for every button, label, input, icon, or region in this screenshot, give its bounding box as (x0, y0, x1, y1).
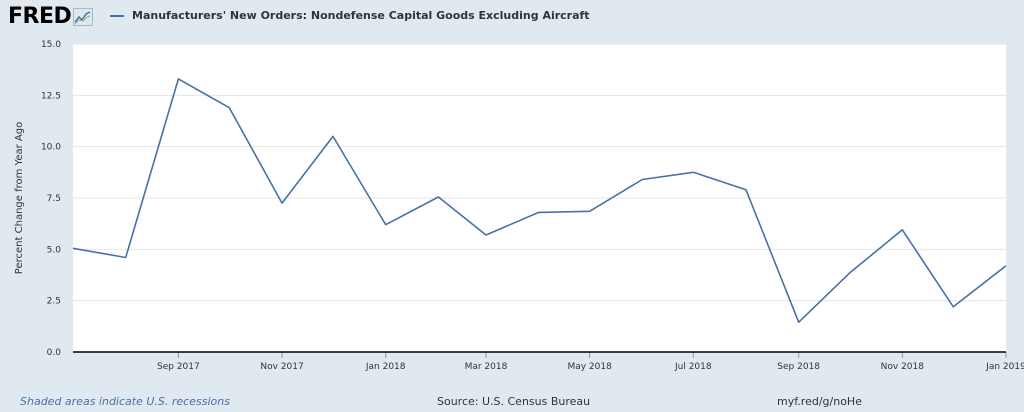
x-tick-label: Sep 2018 (777, 362, 820, 372)
y-tick-label: 5.0 (47, 245, 62, 255)
data-point[interactable] (794, 317, 804, 327)
data-point[interactable] (741, 185, 751, 195)
data-point[interactable] (277, 198, 287, 208)
chart-legend: Manufacturers' New Orders: Nondefense Ca… (110, 9, 590, 22)
data-point[interactable] (534, 207, 544, 217)
data-point[interactable] (173, 74, 183, 84)
recessions-note-link[interactable]: Shaded areas indicate U.S. recessions (20, 395, 230, 408)
short-url-link[interactable]: myf.red/g/noHe (777, 395, 862, 408)
x-tick-label: Sep 2017 (157, 362, 200, 372)
data-point[interactable] (1001, 261, 1011, 271)
data-point[interactable] (121, 253, 131, 263)
data-point[interactable] (637, 175, 647, 185)
data-point[interactable] (68, 243, 78, 253)
x-tick-label: May 2018 (567, 362, 612, 372)
data-point[interactable] (328, 131, 338, 141)
gridlines (73, 43, 1006, 302)
series-line[interactable] (72, 78, 1007, 324)
y-tick-label: 15.0 (41, 40, 61, 50)
data-point[interactable] (381, 220, 391, 230)
y-axis-ticks: 0.0 2.5 5.0 7.5 10.0 12.5 15.0 (41, 40, 61, 358)
data-point[interactable] (688, 167, 698, 177)
y-tick-label: 7.5 (47, 194, 61, 204)
legend-label: Manufacturers' New Orders: Nondefense Ca… (132, 9, 590, 22)
y-tick-label: 12.5 (41, 91, 61, 101)
x-tick-label: Nov 2017 (260, 362, 303, 372)
data-point[interactable] (585, 206, 595, 216)
data-point[interactable] (224, 103, 234, 113)
data-point[interactable] (897, 225, 907, 235)
y-tick-label: 2.5 (47, 297, 61, 307)
data-point[interactable] (433, 192, 443, 202)
legend-swatch (110, 14, 124, 17)
x-tick-label: Nov 2018 (881, 362, 925, 372)
x-tick-label: Mar 2018 (465, 362, 508, 372)
x-tick-label: Jul 2018 (674, 362, 712, 372)
fred-logo-text: FRED (8, 4, 72, 29)
series-layer (68, 74, 1011, 327)
mini-line-graph-icon (73, 8, 94, 26)
source-note: Source: U.S. Census Bureau (437, 395, 591, 408)
data-point[interactable] (948, 302, 958, 312)
y-tick-label: 10.0 (41, 143, 61, 153)
x-axis-ticks: Sep 2017 Nov 2017 Jan 2018 Mar 2018 May 2018… (157, 352, 1024, 372)
y-tick-label: 0.0 (47, 348, 62, 358)
chart-header: FRED Manufacturers' New Orders: Nondefen… (0, 0, 1024, 36)
x-tick-label: Jan 2018 (365, 362, 406, 372)
fred-logo[interactable]: FRED (8, 4, 94, 30)
data-point[interactable] (481, 230, 491, 240)
data-point[interactable] (845, 268, 855, 278)
y-axis-title: Percent Change from Year Ago (14, 122, 25, 274)
x-tick-label: Jan 2019 (985, 362, 1024, 372)
